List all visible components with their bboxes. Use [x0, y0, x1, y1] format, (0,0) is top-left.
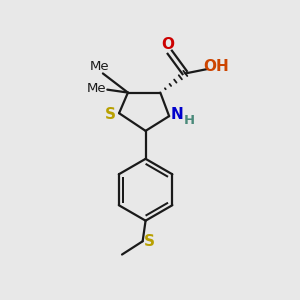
Text: O: O [161, 38, 174, 52]
Text: OH: OH [203, 58, 229, 74]
Text: Me: Me [89, 61, 109, 74]
Text: H: H [184, 114, 195, 127]
Text: Me: Me [87, 82, 107, 95]
Text: S: S [105, 107, 116, 122]
Text: S: S [144, 234, 154, 249]
Text: N: N [171, 107, 184, 122]
